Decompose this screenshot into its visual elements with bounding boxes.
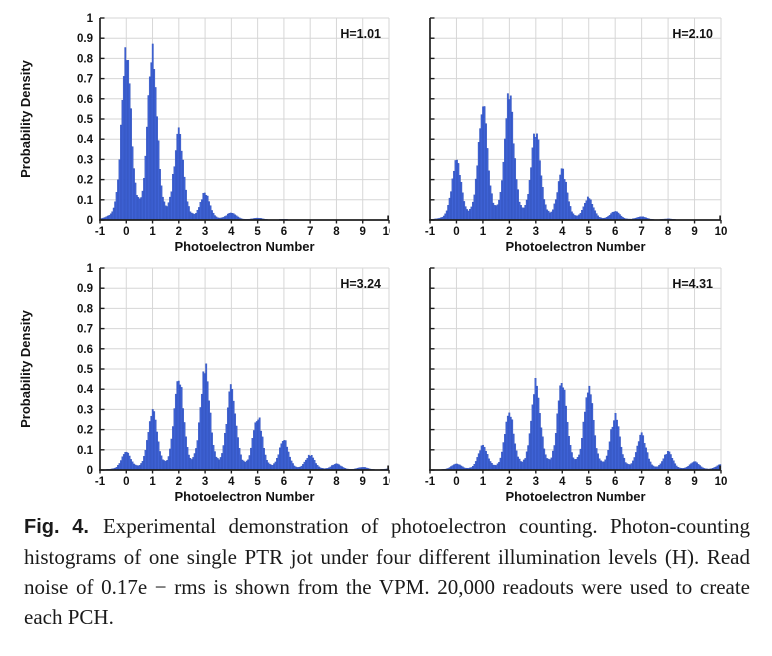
figure-caption: Fig. 4. Experimental demonstration of pho…: [24, 511, 750, 632]
x-tick-label: 3: [202, 226, 208, 238]
y-tick-label: 0.6: [77, 344, 93, 356]
x-tick-label: 1: [480, 226, 487, 238]
y-tick-label: 0.3: [77, 404, 93, 416]
histogram-plot: -1 0 1 2 3 4 5 6 7 8 9 10 Photoelectron Number H=4.31: [425, 267, 728, 504]
x-axis-title: Photoelectron Number: [505, 489, 645, 504]
x-tick-label: -1: [425, 226, 436, 238]
x-tick-label: 9: [360, 226, 366, 238]
y-tick-label: 1: [87, 13, 94, 25]
x-tick-label: 10: [715, 476, 728, 488]
x-axis-title: Photoelectron Number: [505, 239, 645, 254]
x-tick-label: 8: [665, 226, 672, 238]
x-tick-label: 6: [281, 226, 287, 238]
x-tick-label: 6: [612, 226, 618, 238]
x-tick-label: 6: [612, 476, 618, 488]
x-tick-label: 7: [307, 226, 313, 238]
y-tick-label: 0.3: [77, 154, 93, 166]
y-tick-label: 0.2: [77, 425, 93, 437]
y-tick-label: 0.9: [77, 283, 93, 295]
x-tick-label: 10: [383, 226, 390, 238]
y-tick-label: 0.5: [77, 364, 94, 376]
x-tick-label: 0: [123, 226, 129, 238]
y-tick-label: 0.8: [77, 53, 94, 65]
histogram-h-2-10: -1 0 1 2 3 4 5 6 7 8 9 10 Photoelectron Number H=2.10: [390, 0, 772, 256]
x-tick-label: 0: [453, 476, 459, 488]
x-tick-label: -1: [95, 476, 106, 488]
x-tick-label: 9: [691, 476, 697, 488]
x-tick-label: 3: [533, 476, 539, 488]
y-tick-label: 0.7: [77, 74, 93, 86]
x-tick-label: -1: [95, 226, 106, 238]
x-tick-label: 6: [281, 476, 287, 488]
y-tick-label: 0.1: [77, 445, 94, 457]
caption-label: Fig. 4.: [24, 516, 89, 538]
x-tick-label: 3: [202, 476, 208, 488]
y-tick-label: 0.5: [77, 114, 94, 126]
x-tick-label: -1: [425, 476, 436, 488]
h-annotation: H=2.10: [672, 27, 713, 41]
x-tick-label: 4: [228, 476, 235, 488]
h-annotation: H=4.31: [672, 277, 713, 291]
y-tick-label: 0.8: [77, 303, 94, 315]
y-tick-label: 0: [87, 215, 93, 227]
x-tick-label: 0: [123, 476, 129, 488]
h-annotation: H=1.01: [340, 27, 381, 41]
x-tick-label: 9: [360, 476, 366, 488]
h-annotation: H=3.24: [340, 277, 381, 291]
histogram-plot: -1 0 1 2 3 4 5 6 7 8 9 10 Photoelectron Number H=2.10: [425, 17, 728, 254]
x-tick-label: 2: [176, 476, 182, 488]
y-axis-title: Probability Density: [18, 59, 33, 178]
x-tick-label: 8: [665, 476, 672, 488]
x-tick-label: 2: [506, 476, 512, 488]
x-tick-label: 5: [586, 476, 593, 488]
x-tick-label: 0: [453, 226, 459, 238]
y-tick-label: 1: [87, 263, 94, 275]
x-tick-label: 5: [254, 476, 261, 488]
y-tick-label: 0.7: [77, 324, 93, 336]
x-tick-label: 1: [149, 476, 156, 488]
x-tick-label: 10: [383, 476, 390, 488]
x-tick-label: 5: [254, 226, 261, 238]
x-axis-title: Photoelectron Number: [174, 489, 314, 504]
x-tick-label: 8: [333, 226, 340, 238]
caption-body: Experimental demonstration of photoelect…: [24, 514, 750, 629]
x-tick-label: 8: [333, 476, 340, 488]
x-tick-label: 7: [307, 476, 313, 488]
y-tick-label: 0.9: [77, 33, 93, 45]
x-tick-label: 5: [586, 226, 593, 238]
y-tick-label: 0.4: [77, 384, 94, 396]
y-tick-label: 0.6: [77, 94, 93, 106]
y-axis-title: Probability Density: [18, 309, 33, 428]
x-tick-label: 3: [533, 226, 539, 238]
histogram-h-4-31: -1 0 1 2 3 4 5 6 7 8 9 10 Photoelectron Number H=4.31: [390, 256, 772, 508]
x-tick-label: 9: [691, 226, 697, 238]
y-tick-label: 0: [87, 465, 93, 477]
y-tick-label: 0.1: [77, 195, 94, 207]
x-tick-label: 2: [506, 226, 512, 238]
x-tick-label: 2: [176, 226, 182, 238]
x-tick-label: 7: [638, 476, 644, 488]
y-tick-label: 0.4: [77, 134, 94, 146]
x-tick-label: 7: [638, 226, 644, 238]
y-tick-label: 0.2: [77, 175, 93, 187]
x-tick-label: 1: [149, 226, 156, 238]
x-tick-label: 4: [559, 226, 566, 238]
x-tick-label: 4: [228, 226, 235, 238]
x-axis-title: Photoelectron Number: [174, 239, 314, 254]
x-tick-label: 1: [480, 476, 487, 488]
x-tick-label: 4: [559, 476, 566, 488]
x-tick-label: 10: [715, 226, 728, 238]
